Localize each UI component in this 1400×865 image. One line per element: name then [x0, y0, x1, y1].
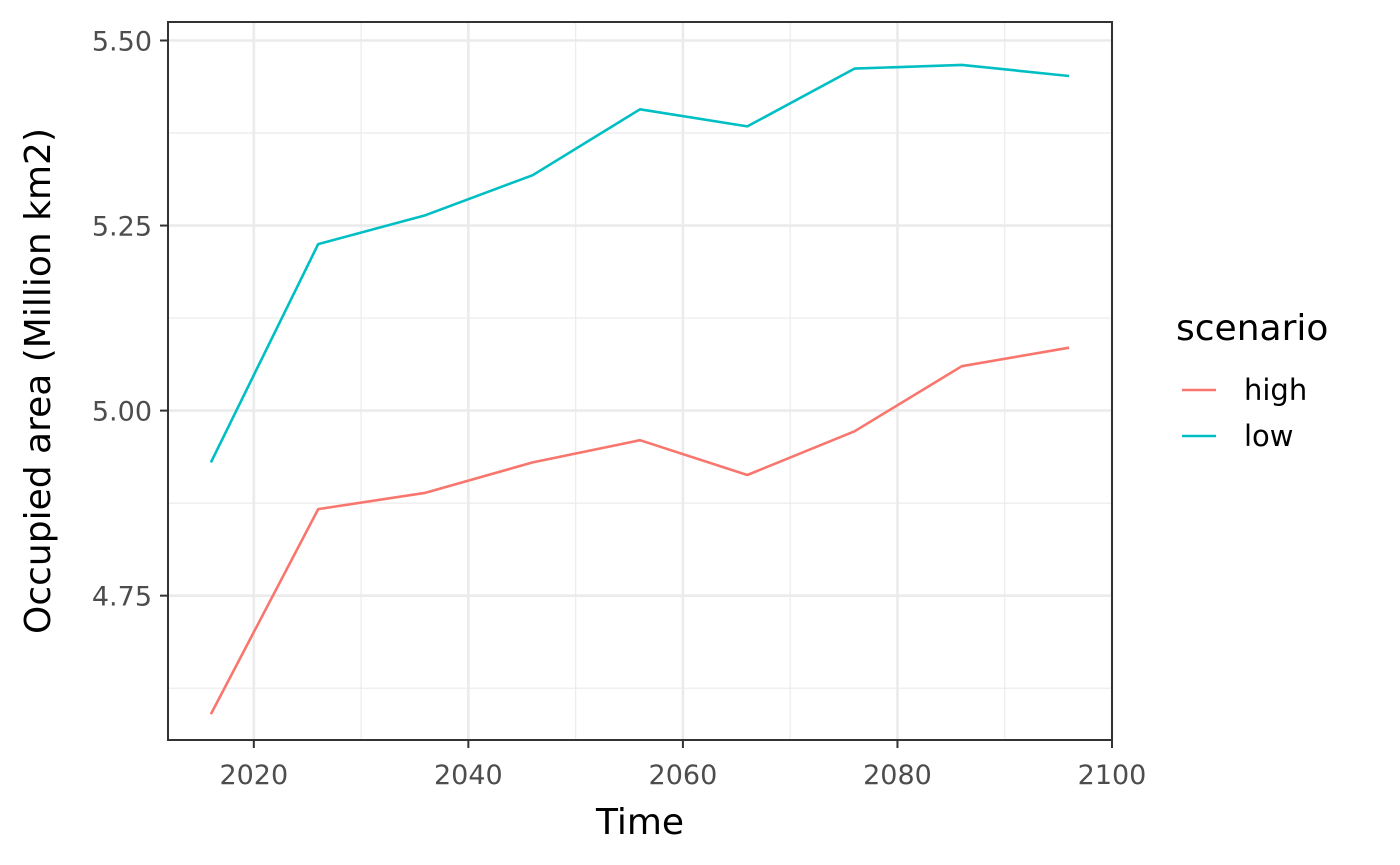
legend-title: scenario [1176, 308, 1328, 349]
y-tick-label: 4.75 [92, 582, 152, 613]
x-tick-label: 2080 [863, 760, 932, 791]
legend-label-low: low [1244, 419, 1294, 453]
x-tick-label: 2060 [649, 760, 718, 791]
y-tick-label: 5.00 [92, 397, 152, 428]
x-tick-label: 2040 [434, 760, 503, 791]
legend: scenario high low [1176, 308, 1328, 453]
x-tick-label: 2100 [1078, 760, 1147, 791]
plot-border [167, 21, 1113, 741]
series-lines [209, 63, 1070, 715]
y-axis-title: Occupied area (Million km2) [18, 128, 59, 634]
legend-items: high low [1182, 373, 1307, 453]
x-axis: 2020 2040 2060 2080 2100 [219, 740, 1146, 791]
legend-label-high: high [1244, 373, 1307, 407]
x-axis-title: Time [595, 802, 684, 843]
series-line-high [209, 346, 1070, 715]
plot-background [168, 22, 1112, 740]
y-tick-label: 5.50 [92, 27, 152, 58]
y-axis: 4.75 5.00 5.25 5.50 [92, 27, 168, 613]
minor-gridlines [168, 22, 1112, 740]
series-line-low [209, 63, 1070, 463]
x-tick-label: 2020 [219, 760, 288, 791]
y-tick-label: 5.25 [92, 212, 152, 243]
